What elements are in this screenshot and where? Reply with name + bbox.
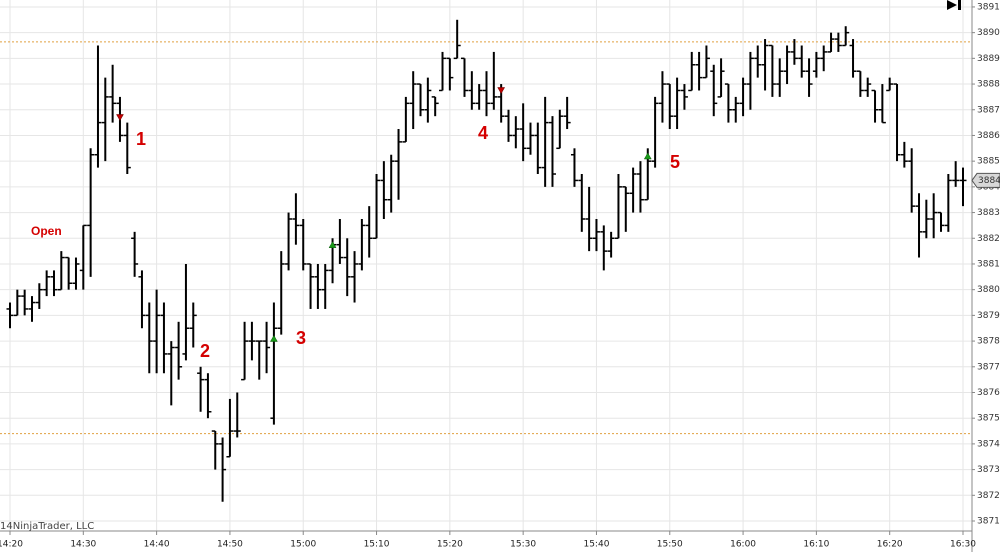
x-tick-label: 15:30 [510,540,536,550]
x-tick-label: 14:30 [70,540,96,550]
x-tick-label: 15:50 [657,540,683,550]
x-tick-label: 16:10 [803,540,829,550]
play-arrow [947,0,957,10]
bars [6,19,967,502]
x-tick-label: 16:30 [950,540,976,550]
play-bar [958,0,961,10]
annotation: Open [31,224,62,238]
last-price-box [971,172,1000,188]
x-tick-label: 15:40 [583,540,609,550]
annotation: 2 [200,341,210,361]
y-tick-label: 3871.00 [977,517,1000,527]
x-tick-label: 14:50 [217,540,243,550]
x-tick-label: 14:20 [0,540,23,550]
play-icon [947,0,961,10]
x-tick-label: 16:20 [877,540,903,550]
y-tick-label: 3885.00 [977,157,1000,167]
y-tick-label: 3883.00 [977,208,1000,218]
x-tick-label: 14:40 [144,540,170,550]
y-tick-label: 3875.00 [977,414,1000,424]
y-tick-label: 3886.00 [977,131,1000,141]
y-tick-label: 3891.00 [977,2,1000,12]
annotation: 1 [136,129,146,149]
last-price-label: 3884.25 [978,176,1000,186]
annotation: 5 [670,152,680,172]
y-tick-label: 3872.00 [977,491,1000,501]
y-tick-label: 3879.00 [977,311,1000,321]
y-tick-label: 3888.00 [977,80,1000,90]
y-tick-label: 3889.00 [977,54,1000,64]
y-tick-label: 3873.00 [977,465,1000,475]
y-tick-label: 3878.00 [977,337,1000,347]
y-tick-label: 3881.00 [977,259,1000,269]
annotation: 4 [478,123,488,143]
y-tick-label: 3874.00 [977,439,1000,449]
annotation: 3 [296,328,306,348]
sell-marker [497,87,506,94]
buy-marker [269,335,278,342]
y-tick-label: 3882.00 [977,234,1000,244]
y-tick-label: 3890.00 [977,28,1000,38]
x-tick-label: 15:20 [437,540,463,550]
x-tick-label: 16:00 [730,540,756,550]
y-tick-label: 3880.00 [977,285,1000,295]
buy-marker [328,241,337,248]
signal-markers [116,87,652,342]
y-tick-label: 3887.00 [977,105,1000,115]
x-tick-label: 15:00 [290,540,316,550]
y-tick-label: 3876.00 [977,388,1000,398]
y-tick-label: 3877.00 [977,362,1000,372]
sell-marker [116,114,124,121]
buy-marker [643,152,652,160]
x-tick-label: 15:10 [364,540,390,550]
copyright: 14NinjaTrader, LLC [0,521,94,532]
